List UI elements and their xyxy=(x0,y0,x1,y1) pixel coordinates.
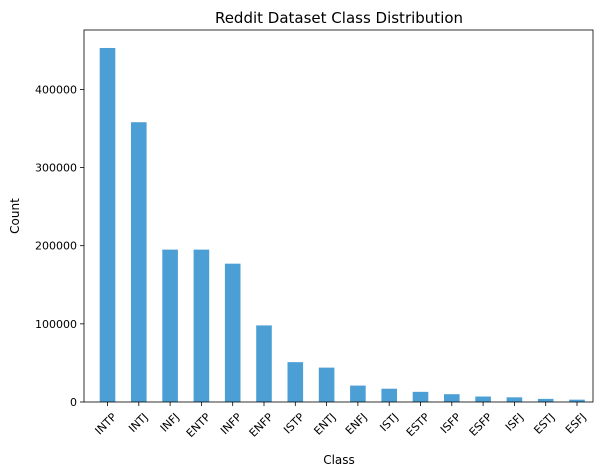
x-tick-label: ISTJ xyxy=(378,411,401,434)
bars xyxy=(99,47,585,402)
y-tick-label: 300000 xyxy=(35,162,77,175)
x-axis-label: Class xyxy=(323,453,355,467)
bar-esfp xyxy=(475,396,491,402)
x-tick-label: INFP xyxy=(218,410,245,437)
x-tick-label: ISTP xyxy=(281,410,307,436)
x-tick-label: ESFP xyxy=(467,410,495,438)
x-axis: INTP INTJ INFJ ENTP INFP ENFP ISTP ENTJ ENFJ ISTJ… xyxy=(93,402,589,440)
bar-isfj xyxy=(506,397,523,402)
chart-title: Reddit Dataset Class Distribution xyxy=(215,9,463,27)
y-tick-label: 200000 xyxy=(35,240,77,253)
y-tick-label: 400000 xyxy=(35,83,77,96)
x-tick-label: ESTJ xyxy=(531,411,557,437)
y-axis: 0 100000 200000 300000 400000 xyxy=(35,83,84,409)
bar-esfj xyxy=(569,399,585,402)
bar-isfp xyxy=(444,394,460,402)
x-tick-label: INTP xyxy=(93,410,120,437)
bar-entj xyxy=(318,367,335,402)
x-tick-label: ISFP xyxy=(438,410,464,436)
plot-frame xyxy=(83,29,594,403)
x-tick-label: ENFJ xyxy=(343,411,370,438)
bar-intp xyxy=(99,47,116,402)
bar-istp xyxy=(287,362,304,402)
y-axis-label: Count xyxy=(8,198,22,234)
bar-intj xyxy=(131,122,147,402)
x-tick-label: ENFP xyxy=(247,410,276,439)
bar-entp xyxy=(193,249,210,402)
x-tick-label: ENTP xyxy=(184,410,214,440)
bar-enfp xyxy=(256,325,272,402)
y-tick-label: 100000 xyxy=(35,318,77,331)
x-tick-label: ISFJ xyxy=(503,411,526,434)
x-tick-label: INTJ xyxy=(126,411,150,435)
bar-estj xyxy=(537,398,554,402)
bar-istj xyxy=(381,388,397,402)
x-tick-label: ENTJ xyxy=(311,411,338,438)
bar-infp xyxy=(224,263,241,402)
bar-enfj xyxy=(350,385,366,402)
bar-infj xyxy=(162,249,178,402)
x-tick-label: INFJ xyxy=(158,411,182,435)
y-tick-label: 0 xyxy=(70,396,77,409)
x-tick-label: ESTP xyxy=(404,410,433,439)
x-tick-label: ESFJ xyxy=(563,411,589,437)
bar-estp xyxy=(412,391,429,402)
